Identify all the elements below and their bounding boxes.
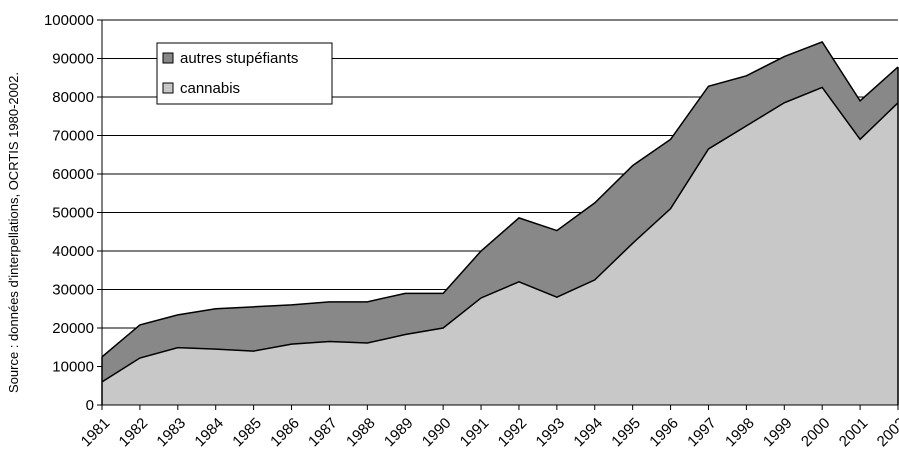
legend-label: cannabis bbox=[180, 80, 240, 97]
x-tick-label: 2002 bbox=[874, 415, 899, 451]
x-tick-label: 1982 bbox=[116, 415, 152, 451]
x-tick-label: 1986 bbox=[267, 415, 303, 451]
x-tick-label: 1997 bbox=[684, 415, 720, 451]
x-tick-label: 1989 bbox=[381, 415, 417, 451]
y-tick-label: 80000 bbox=[52, 89, 94, 106]
x-tick-label: 1987 bbox=[305, 415, 341, 451]
x-tick-label: 1988 bbox=[343, 415, 379, 451]
x-tick-label: 1981 bbox=[78, 415, 114, 451]
y-tick-label: 50000 bbox=[52, 205, 94, 222]
x-tick-label: 1985 bbox=[229, 415, 265, 451]
x-tick-label: 1995 bbox=[608, 415, 644, 451]
legend-label: autres stupéfiants bbox=[180, 50, 298, 67]
x-tick-label: 1996 bbox=[646, 415, 682, 451]
x-tick-label: 1999 bbox=[760, 415, 796, 451]
x-tick-label: 1990 bbox=[419, 415, 455, 451]
legend: autres stupéfiants cannabis bbox=[157, 43, 332, 104]
y-tick-label: 70000 bbox=[52, 128, 94, 145]
x-tick-label: 1993 bbox=[533, 415, 569, 451]
x-tick-label: 2001 bbox=[836, 415, 872, 451]
y-axis-label: Source : données d'interpellations, OCRT… bbox=[6, 72, 21, 393]
x-tick-label: 1991 bbox=[457, 415, 493, 451]
x-tick-label: 1994 bbox=[570, 415, 606, 451]
legend-swatch bbox=[163, 83, 173, 93]
y-tick-labels: 0 10000 20000 30000 40000 50000 60000 70000 8000… bbox=[44, 12, 94, 414]
y-tick-label: 100000 bbox=[44, 12, 94, 29]
x-tick-label: 1984 bbox=[191, 415, 227, 451]
x-tick-label: 1992 bbox=[495, 415, 531, 451]
legend-swatch bbox=[163, 53, 173, 63]
x-tick-label: 1983 bbox=[154, 415, 190, 451]
y-tick-label: 0 bbox=[86, 397, 94, 414]
y-tick-label: 40000 bbox=[52, 243, 94, 260]
x-tick-label: 1998 bbox=[722, 415, 758, 451]
x-tick-label: 2000 bbox=[798, 415, 834, 451]
x-tick-labels: 1981 1982 1983 1984 1985 1986 1987 1988 1989 1990… bbox=[78, 415, 899, 451]
y-tick-label: 20000 bbox=[52, 320, 94, 337]
y-tick-label: 60000 bbox=[52, 166, 94, 183]
y-tick-label: 30000 bbox=[52, 282, 94, 299]
y-tick-label: 10000 bbox=[52, 359, 94, 376]
y-tick-label: 90000 bbox=[52, 51, 94, 68]
